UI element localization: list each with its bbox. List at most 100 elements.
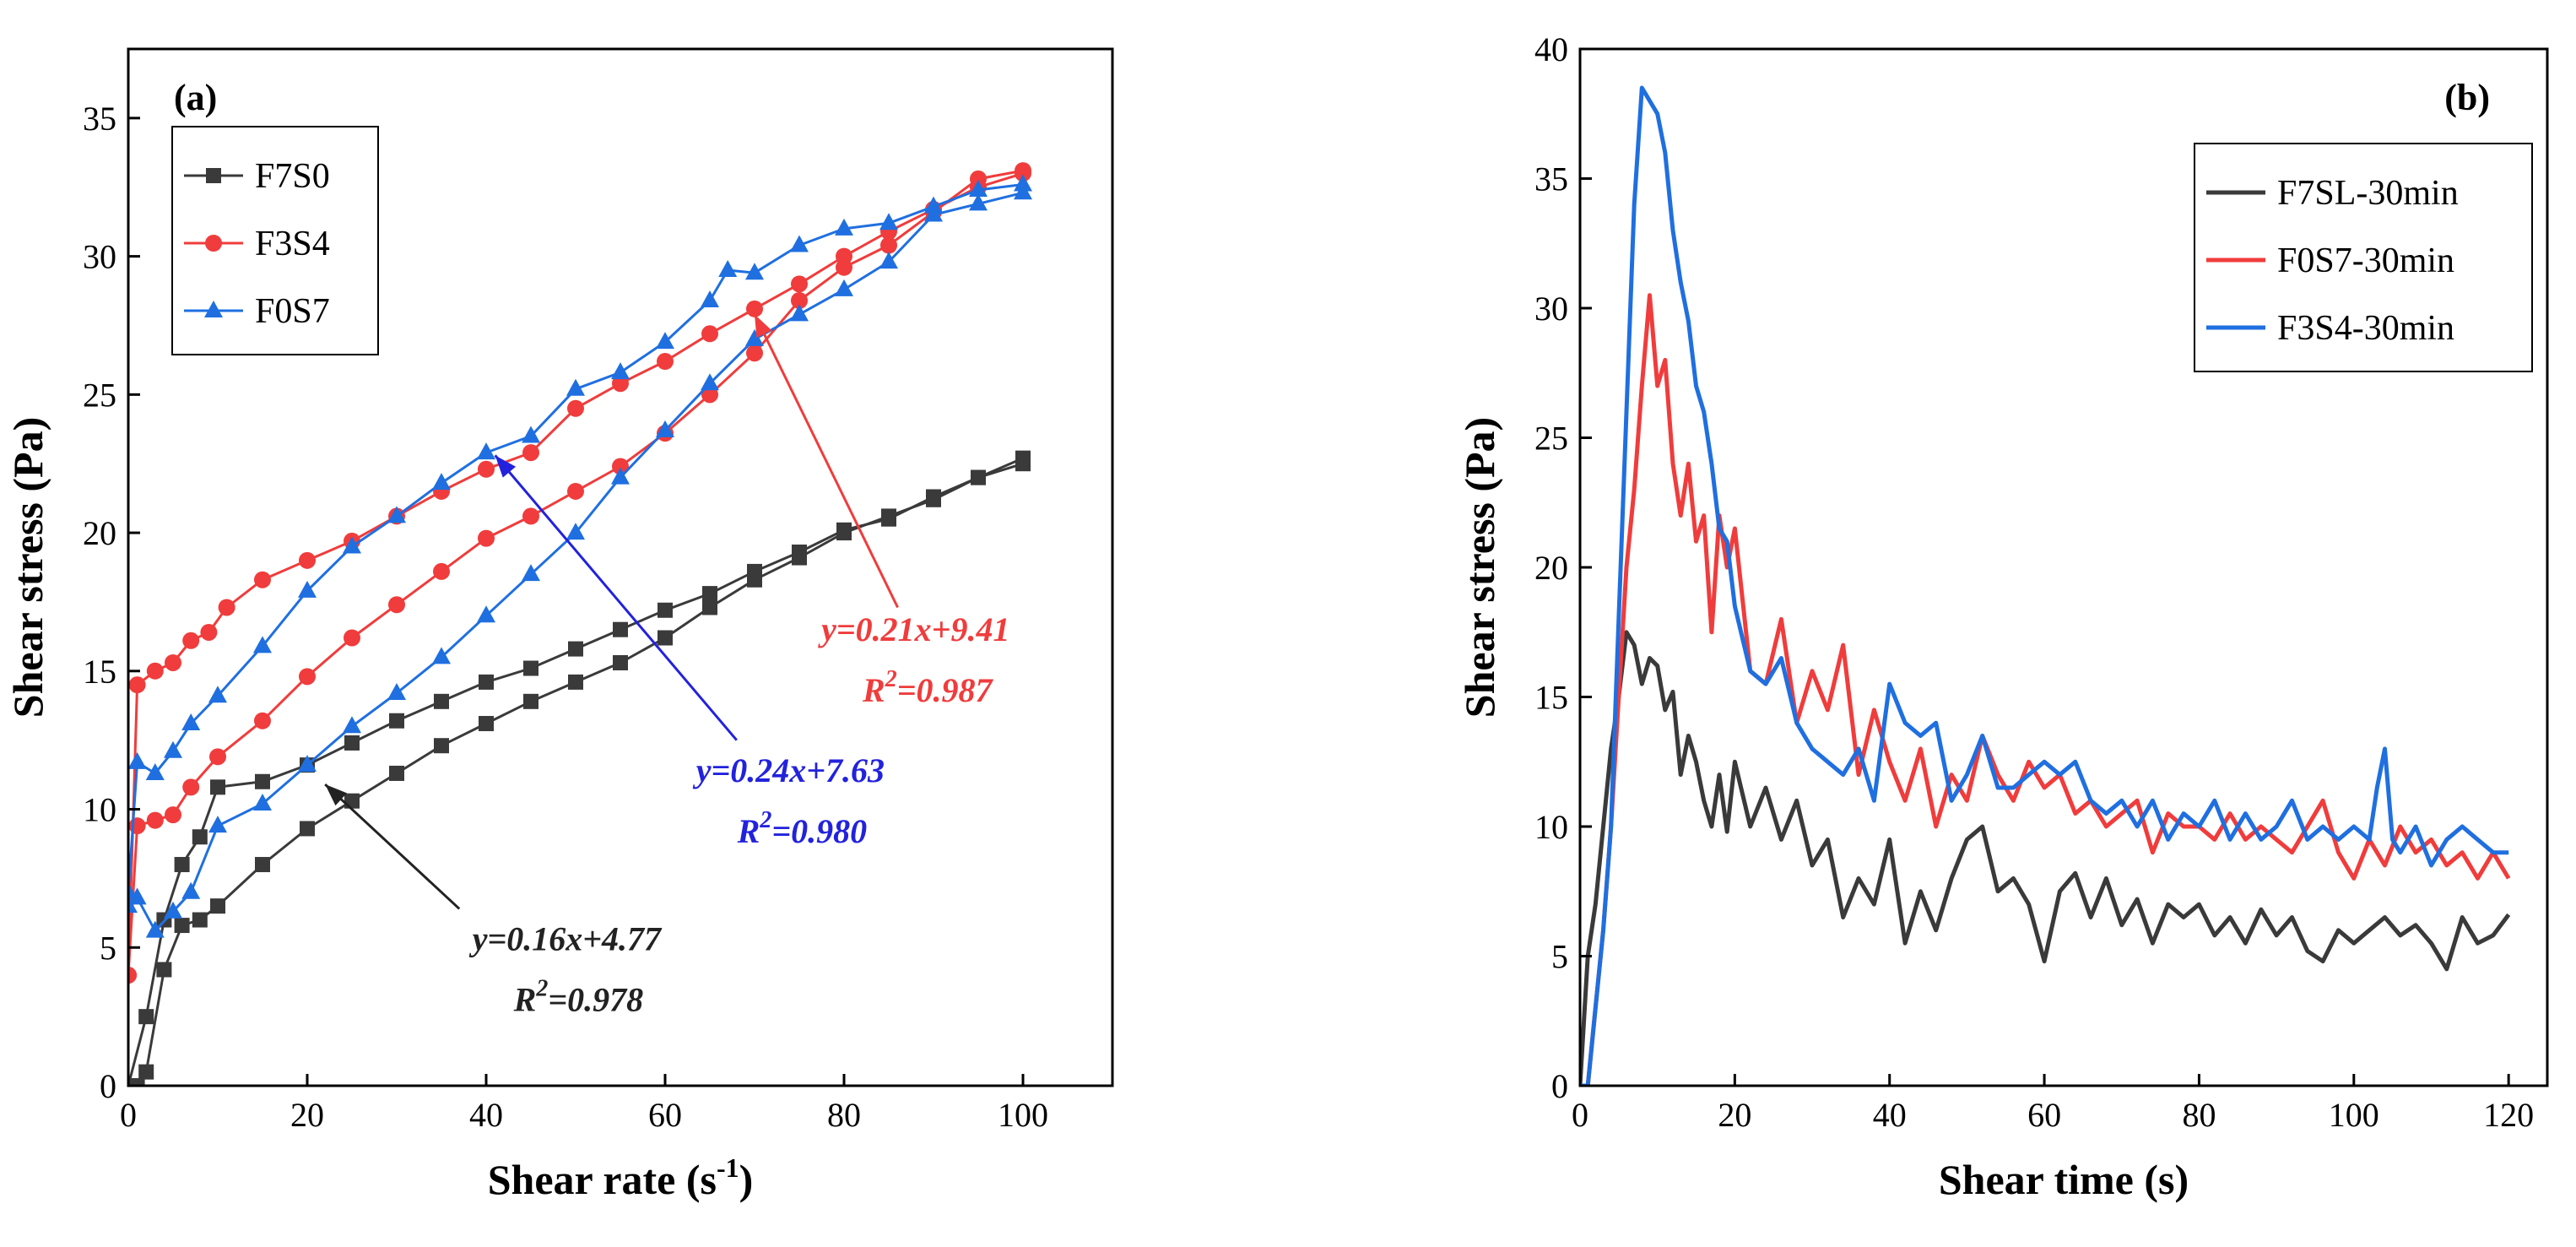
data-point-F3S4 <box>836 258 852 276</box>
y-tick-label: 30 <box>1534 290 1568 328</box>
legend-label: F0S7 <box>255 292 330 331</box>
data-point-F3S4 <box>746 300 763 317</box>
data-point-F7S0 <box>192 912 208 928</box>
data-point-F3S4 <box>522 444 539 462</box>
data-point-F3S4 <box>165 806 181 824</box>
data-point-F0S7 <box>718 259 738 277</box>
data-point-F0S7 <box>835 218 853 236</box>
series-line-F7SL-30min <box>1580 630 2511 1086</box>
legend-label: F7S0 <box>255 157 330 196</box>
y-tick-label: 0 <box>100 1067 116 1105</box>
series-line-F0S7-30min <box>1580 293 2511 1086</box>
data-point-F7S0 <box>523 693 538 709</box>
data-point-F3S4 <box>612 458 629 475</box>
annotation-r-squared: R2=0.987 <box>862 666 993 709</box>
annotation-arrow-shaft <box>324 783 461 910</box>
x-tick-label: 100 <box>998 1096 1048 1134</box>
x-tick-label: 0 <box>120 1096 137 1134</box>
data-point-F0S7 <box>835 279 853 296</box>
annotation-equation: y=0.21x+9.41 <box>818 610 1009 648</box>
data-point-F3S4 <box>1015 162 1031 180</box>
x-axis-label-superscript: -1 <box>717 1152 739 1183</box>
data-point-F7S0 <box>568 674 583 690</box>
legend-label: F0S7-30min <box>2277 241 2454 280</box>
r-squared-symbol: R <box>737 812 760 850</box>
data-point-F0S7 <box>790 235 809 252</box>
data-point-F0S7 <box>745 328 764 346</box>
data-point-F0S7 <box>387 682 406 700</box>
x-tick-label: 100 <box>2329 1096 2379 1134</box>
y-tick-label: 15 <box>1534 679 1568 717</box>
data-point-F0S7 <box>128 751 147 769</box>
data-point-F3S4 <box>791 291 808 309</box>
data-point-F7S0 <box>881 508 896 524</box>
y-axis-label: Shear stress (Pa) <box>1456 417 1503 718</box>
data-point-F0S7 <box>253 636 272 653</box>
data-point-F3S4 <box>433 562 450 580</box>
data-point-F0S7 <box>477 442 495 460</box>
data-point-F7S0 <box>702 599 717 615</box>
data-point-F3S4 <box>165 653 181 671</box>
y-tick-label: 0 <box>1551 1067 1568 1105</box>
annotation-equation: y=0.16x+4.77 <box>469 920 663 958</box>
data-point-F3S4 <box>567 482 584 500</box>
data-point-F3S4 <box>146 662 164 680</box>
y-tick-label: 25 <box>1534 420 1568 458</box>
data-point-F0S7 <box>969 193 988 211</box>
data-point-F3S4 <box>218 599 235 616</box>
annotation-r-squared: R2=0.978 <box>513 976 643 1019</box>
data-point-F3S4 <box>299 551 316 569</box>
data-point-F7S0 <box>138 1064 154 1080</box>
data-point-F0S7 <box>522 564 540 582</box>
data-point-F0S7 <box>701 373 719 391</box>
x-axis-label: Shear time (s) <box>1939 1156 2189 1203</box>
y-tick-label: 15 <box>83 653 116 691</box>
y-axis-label: Shear stress (Pa) <box>4 417 51 718</box>
y-tick-label: 10 <box>1534 808 1568 846</box>
data-point-F7S0 <box>836 525 852 541</box>
annotation-arrow-head <box>325 784 348 806</box>
data-point-F7S0 <box>613 654 628 670</box>
data-point-F7S0 <box>389 765 404 781</box>
chart-panel-a: 0 20 40 60 80 100 0 5 10 15 20 25 30 35 Shear rate (s-… <box>4 47 1114 1203</box>
annotation-equation: y=0.24x+7.63 <box>693 751 885 789</box>
data-point-F0S7 <box>879 252 898 269</box>
data-point-F0S7 <box>522 426 540 443</box>
data-point-F7S0 <box>192 829 208 845</box>
y-tick-label: 35 <box>83 100 116 138</box>
series-line-F3S4-30min <box>1580 85 2509 1086</box>
x-axis-label: Shear rate (s-1) <box>488 1152 754 1203</box>
data-point-F7S0 <box>613 621 628 637</box>
data-point-F7S0 <box>1015 456 1031 472</box>
r-squared-superscript: 2 <box>759 807 771 833</box>
data-point-F0S7 <box>745 263 764 280</box>
data-point-F7S0 <box>300 821 315 837</box>
data-point-F0S7 <box>181 713 201 731</box>
data-point-F0S7 <box>790 304 809 322</box>
annotation-arrow-head <box>755 314 772 339</box>
data-point-F7S0 <box>255 857 270 873</box>
data-point-F7S0 <box>658 630 673 646</box>
y-tick-label: 10 <box>83 791 116 829</box>
legend-label: F7SL-30min <box>2277 174 2459 213</box>
data-point-F7S0 <box>479 716 494 732</box>
plot-area <box>128 162 1032 1086</box>
data-point-F0S7 <box>343 536 361 554</box>
data-point-F7S0 <box>747 572 762 588</box>
chart-panel-b: 0 20 40 60 80 100 120 0 5 10 15 20 25 30 35 40 Shear tim… <box>1456 30 2549 1203</box>
data-point-F7S0 <box>971 469 986 485</box>
data-point-F3S4 <box>657 353 674 371</box>
legend-label: F3S4-30min <box>2277 309 2454 348</box>
data-point-F7S0 <box>434 738 449 754</box>
data-point-F7S0 <box>210 779 225 795</box>
data-point-F0S7 <box>145 920 165 938</box>
y-tick-label: 5 <box>1551 938 1568 976</box>
y-tick-label: 20 <box>83 514 116 552</box>
data-point-F3S4 <box>200 623 218 641</box>
data-point-F7S0 <box>138 1009 154 1025</box>
data-point-F3S4 <box>299 668 316 686</box>
x-axis-label-end: ) <box>739 1156 754 1203</box>
legend-marker <box>206 168 221 183</box>
data-point-F0S7 <box>611 467 630 485</box>
data-point-F7S0 <box>702 586 717 602</box>
